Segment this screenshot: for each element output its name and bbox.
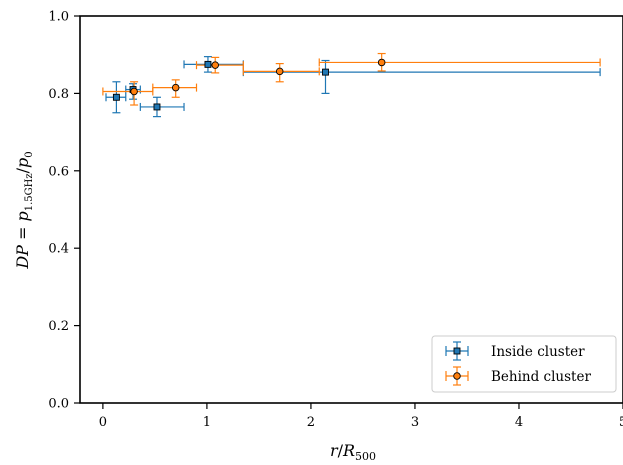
errorbar-inside xyxy=(139,96,185,118)
errorbar-behind xyxy=(195,56,244,74)
legend-box xyxy=(431,335,617,393)
x-tick-label: 5 xyxy=(619,415,623,430)
axis-ticks: 0 1 2 3 4 5 0.0 0.2 0.4 0.6 0.8 1.0 xyxy=(48,10,623,430)
data-point-behind xyxy=(171,83,180,92)
y-tick-label: 0.4 xyxy=(48,242,69,257)
data-markers xyxy=(112,58,386,111)
x-tick-label: 2 xyxy=(307,415,315,430)
legend: Inside cluster Behind cluster xyxy=(431,335,617,393)
data-point-behind xyxy=(130,87,138,96)
legend-circle-marker xyxy=(453,372,461,380)
x-label-R: R xyxy=(342,441,355,460)
errorbar-behind xyxy=(102,81,154,106)
x-tick-label: 4 xyxy=(515,415,523,430)
data-point-behind xyxy=(275,67,284,76)
errorbar-behind xyxy=(318,52,601,72)
y-tick-label: 0.2 xyxy=(48,319,69,334)
legend-item-behind: Behind cluster xyxy=(445,366,591,386)
y-tick-label: 1.0 xyxy=(48,10,69,25)
legend-label-behind: Behind cluster xyxy=(491,369,591,385)
y-tick-label: 0.6 xyxy=(48,164,69,179)
x-axis-label: r/R500 xyxy=(330,441,376,463)
data-point-inside xyxy=(153,103,161,111)
errorbar-inside xyxy=(242,59,601,95)
x-tick-label: 3 xyxy=(411,415,419,430)
y-axis-label: DP = p1.5GHz/p0 xyxy=(13,151,35,269)
y-tick-label: 0.0 xyxy=(48,397,69,412)
data-point-inside xyxy=(112,93,120,101)
data-point-behind xyxy=(377,58,386,67)
x-tick-label: 0 xyxy=(99,415,107,430)
data-point-inside xyxy=(204,60,212,68)
y-tick-label: 0.8 xyxy=(48,87,69,102)
x-label-r: r xyxy=(330,441,339,460)
data-point-behind xyxy=(211,61,219,69)
legend-item-inside: Inside cluster xyxy=(445,341,585,361)
x-tick-label: 1 xyxy=(203,415,211,430)
legend-square-marker xyxy=(453,347,461,355)
data-point-inside xyxy=(322,68,329,76)
legend-label-inside: Inside cluster xyxy=(491,344,585,360)
x-label-sub: 500 xyxy=(355,450,376,463)
plot-frame xyxy=(79,15,623,404)
